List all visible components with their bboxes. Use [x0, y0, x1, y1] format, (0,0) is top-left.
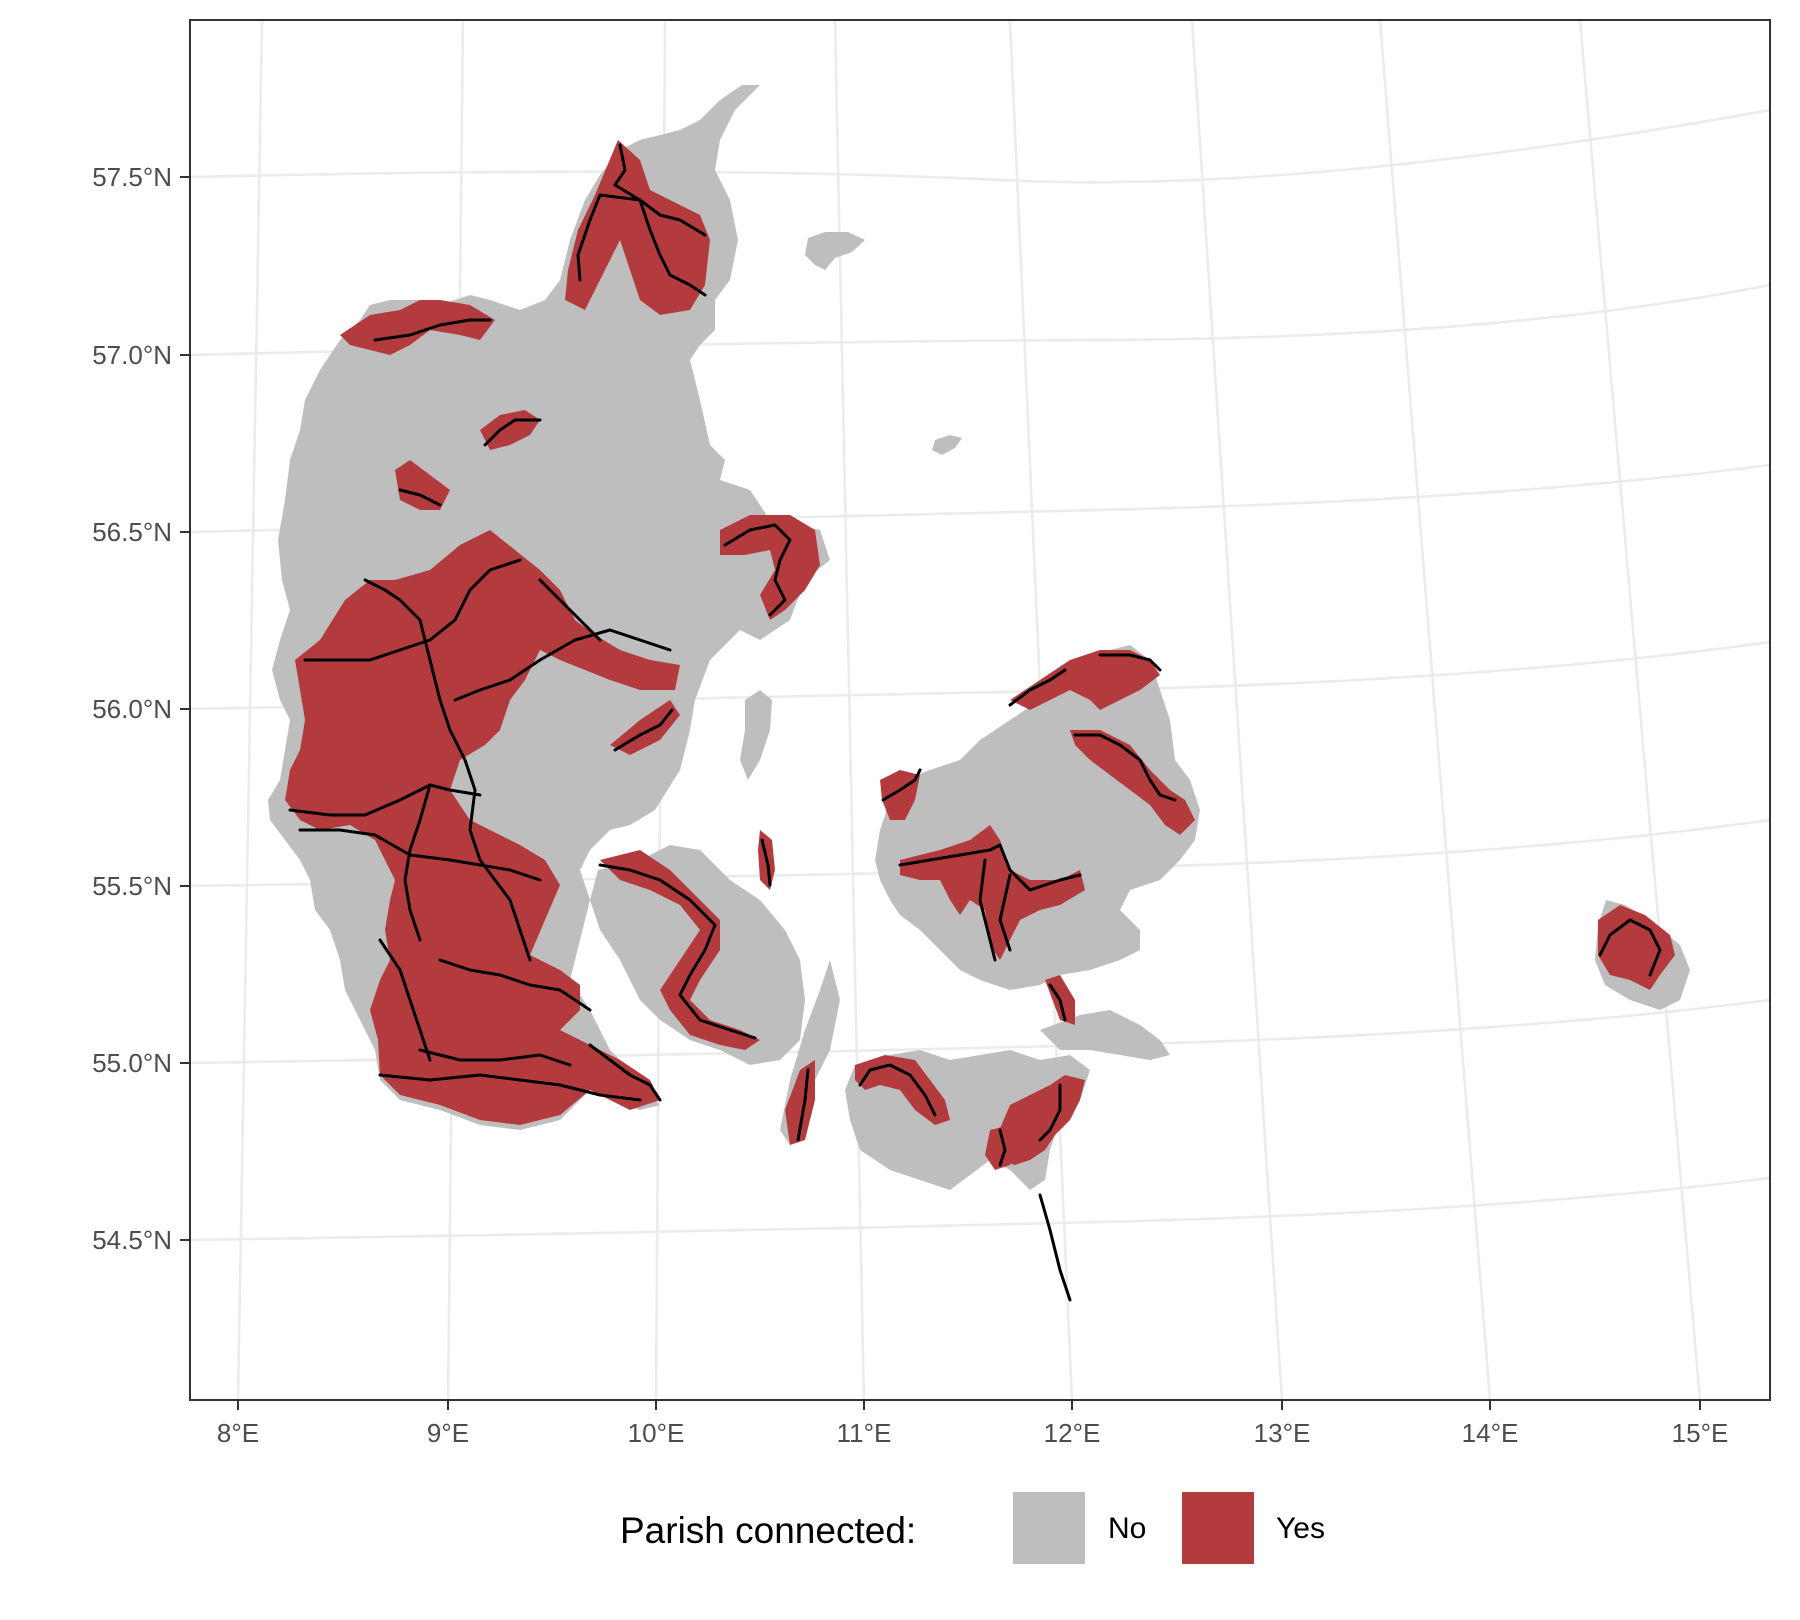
railway-esbjerg-kolding	[298, 828, 542, 882]
meridian-15e	[1578, 19, 1702, 1401]
railway-north-jutland	[576, 143, 707, 297]
railway-silkeborg-aarhus	[453, 628, 672, 702]
small-island-anholt	[932, 435, 962, 455]
connected-lolland-west	[855, 1055, 950, 1125]
samso-island	[740, 690, 772, 780]
railway-south-border	[378, 1073, 642, 1102]
lon-label: 15°E	[1672, 1418, 1729, 1448]
laeso-island	[805, 232, 865, 270]
railway-lines	[288, 143, 1662, 1302]
railway-hub-west	[288, 783, 482, 817]
legend: Parish connected: No Yes	[620, 1492, 1325, 1564]
x-axis: 8°E 9°E 10°E 11°E 12°E 13°E 14°E 15°E	[217, 1400, 1728, 1448]
connected-bornholm	[1598, 905, 1675, 990]
railway-skive	[398, 488, 442, 507]
railway-kalundborg	[881, 768, 922, 802]
railway-limfjord-east	[483, 418, 542, 447]
railway-zealand-central	[898, 843, 1082, 962]
legend-label-no: No	[1108, 1512, 1146, 1545]
lat-label: 57.5°N	[92, 162, 172, 192]
railway-aarhus-grenaa	[723, 523, 792, 617]
meridian-8e	[236, 19, 264, 1401]
railway-rodby-ferry	[1038, 1193, 1072, 1302]
railway-naestved	[1048, 983, 1067, 1022]
lon-label: 11°E	[837, 1418, 892, 1448]
lat-label: 55.0°N	[92, 1048, 172, 1078]
y-axis: 54.5°N 55.0°N 55.5°N 56.0°N 56.5°N 57.0°…	[92, 162, 190, 1255]
legend-swatch-no	[1013, 1492, 1085, 1564]
connected-falster-west	[985, 1125, 1020, 1170]
legend-swatch-yes	[1182, 1492, 1254, 1564]
railway-falster	[998, 1083, 1062, 1167]
connected-aarhus-north	[720, 515, 820, 620]
lon-label: 12°E	[1044, 1418, 1101, 1448]
lat-label: 54.5°N	[92, 1225, 172, 1255]
parallel-54-5n	[189, 1176, 1771, 1242]
lon-label: 8°E	[217, 1418, 259, 1448]
lat-label: 56.5°N	[92, 517, 172, 547]
railway-sonderborg	[588, 1043, 662, 1102]
lat-label: 56.0°N	[92, 694, 172, 724]
legend-label-yes: Yes	[1276, 1512, 1325, 1545]
lon-label: 14°E	[1462, 1418, 1519, 1448]
connected-copenhagen	[1070, 730, 1195, 835]
railway-skanderborg	[538, 578, 602, 642]
meridian-14e	[1378, 19, 1492, 1401]
connected-limfjord-2	[395, 460, 450, 510]
connected-north-jutland-2	[340, 300, 495, 355]
railway-vejle-kolding	[468, 788, 532, 962]
railway-north-west	[373, 318, 492, 342]
connected-north-jutland-1	[565, 140, 710, 315]
railway-north-zealand	[1008, 653, 1162, 707]
connected-north-zealand	[1010, 650, 1160, 710]
railway-copenhagen	[1073, 733, 1177, 802]
railway-funen-east	[760, 838, 772, 887]
railway-lolland	[858, 1063, 937, 1117]
railway-bornholm	[1598, 918, 1662, 977]
railway-langeland	[796, 1068, 810, 1142]
railway-viborg-herning	[363, 578, 477, 792]
railway-funen	[598, 863, 757, 1040]
railway-hub-central	[403, 783, 432, 942]
legend-title: Parish connected:	[620, 1510, 916, 1551]
railway-south-1	[378, 938, 432, 1062]
lon-label: 9°E	[427, 1418, 469, 1448]
railway-holstebro	[303, 558, 522, 662]
lat-label: 57.0°N	[92, 340, 172, 370]
railway-south-2	[438, 958, 592, 1012]
lon-label: 13°E	[1254, 1418, 1311, 1448]
railway-south-3	[418, 1048, 572, 1067]
lat-label: 55.5°N	[92, 871, 172, 901]
connected-vejle	[600, 850, 760, 1050]
parallel-57-5n	[189, 108, 1771, 184]
land-connected	[285, 140, 1675, 1170]
railway-horsens	[613, 708, 674, 752]
meridian-13e	[1190, 19, 1284, 1401]
connected-mid-jutland	[285, 530, 680, 1125]
lon-label: 10°E	[628, 1418, 685, 1448]
